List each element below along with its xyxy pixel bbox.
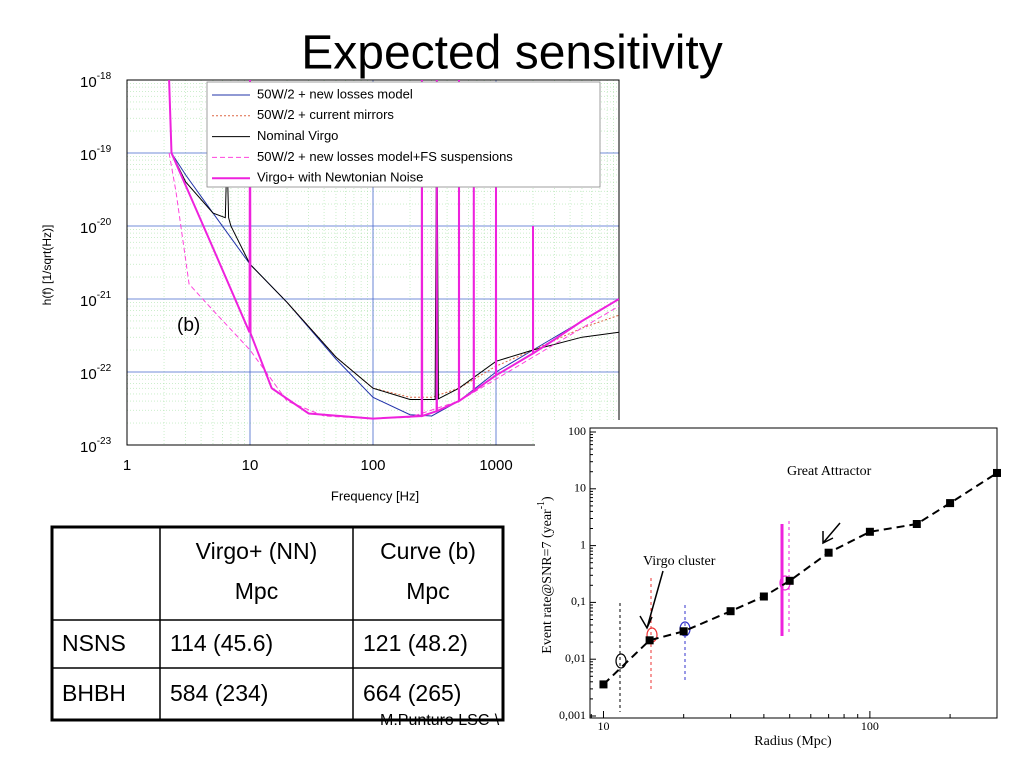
legend-label: Nominal Virgo (257, 128, 338, 143)
tick-exponent: -18 (97, 71, 112, 82)
event-rate-chart: 10 100 0,001 0,01 0,1 1 10 100 Virgo cluster Grea… (535, 420, 1015, 765)
x-axis-label: Frequency [Hz] (331, 488, 419, 503)
legend-label: 50W/2 + new losses model+FS suspensions (257, 149, 513, 164)
data-point (599, 680, 608, 689)
y-tick-label: 10-23 (80, 436, 112, 456)
annotation-arrow (822, 522, 841, 545)
column-unit: Mpc (406, 578, 449, 604)
y-tick-label: 10-21 (80, 290, 112, 310)
legend-label: Virgo+ with Newtonian Noise (257, 170, 423, 185)
table-cell: 664 (265) (363, 680, 461, 706)
y-tick-label: 10-18 (80, 71, 112, 91)
x-tick-label: 10 (242, 457, 259, 474)
data-point (679, 627, 688, 636)
tick-base: 10 (80, 439, 97, 456)
tick-base: 10 (80, 293, 97, 310)
data-point (785, 576, 794, 585)
tick-exponent: -20 (97, 217, 112, 228)
data-point (726, 607, 735, 616)
y-tick-label: 10-19 (80, 144, 112, 164)
y-tick-label: 1 (580, 537, 586, 551)
table-cell: 114 (45.6) (170, 630, 273, 656)
y-axis-label: Event rate@SNR=7 (year-1) (536, 496, 555, 654)
y-tick-label: 100 (568, 424, 586, 438)
data-point (993, 468, 1001, 477)
data-point (824, 548, 833, 557)
range-table: Virgo+ (NN) Mpc Curve (b) Mpc NSNS 114 (45.6)… (50, 525, 505, 722)
y-tick-label: 10-20 (80, 217, 112, 237)
highlight-circle (615, 653, 627, 669)
tick-base: 10 (80, 366, 97, 383)
column-unit: Mpc (235, 578, 278, 604)
chart-background (535, 420, 1015, 765)
series-group (168, 80, 619, 420)
tick-base: 10 (80, 147, 97, 164)
x-tick-label: 100 (861, 719, 879, 733)
table-cell: BHBH (62, 680, 126, 706)
label-text: ) (540, 496, 555, 501)
footer: M.Punturo LSC-\ (380, 712, 500, 729)
column-header: Curve (b) (380, 538, 476, 564)
legend-label: 50W/2 + new losses model (257, 86, 413, 101)
y-tick-label: 0,1 (571, 594, 586, 608)
x-tick-label: 1 (123, 457, 131, 474)
y-tick-label: 10-22 (80, 363, 112, 383)
y-tick-label: 0,01 (565, 651, 586, 665)
data-point (759, 592, 768, 601)
tick-exponent: -19 (97, 144, 112, 155)
table-cell: 584 (234) (170, 680, 268, 706)
legend-label: 50W/2 + current mirrors (257, 107, 394, 122)
data-point (865, 527, 874, 536)
tick-exponent: -21 (97, 290, 112, 301)
series-line (168, 80, 619, 420)
tick-base: 10 (80, 74, 97, 91)
annotation: (b) (177, 315, 200, 336)
series-line (602, 472, 998, 686)
tick-exponent: -22 (97, 363, 112, 374)
y-tick-label: 10 (574, 481, 586, 495)
sensitivity-chart: 1 10 100 100010-2310-2210-2110-2010-1910-18… (40, 71, 620, 503)
annotation: Virgo cluster (643, 554, 716, 569)
table-frame (50, 525, 505, 722)
annotation: Great Attractor (787, 464, 872, 479)
data-point (645, 636, 654, 645)
y-axis-label: h(f) [1/sqrt(Hz)] (40, 225, 54, 306)
data-point (912, 520, 921, 529)
plot-frame (126, 79, 620, 446)
data-point (946, 499, 955, 508)
annotation-arrow (639, 570, 664, 630)
column-header: Virgo+ (NN) (196, 538, 318, 564)
series-line (286, 301, 619, 398)
slide-title: Expected sensitivity (301, 27, 723, 80)
tick-base: 10 (80, 220, 97, 237)
plot-frame (589, 427, 998, 719)
tick-exponent: -23 (97, 436, 112, 447)
table-cell: NSNS (62, 630, 126, 656)
series-line (168, 152, 619, 420)
y-tick-label: 0,001 (559, 708, 586, 722)
label-exponent: -1 (536, 501, 547, 509)
x-tick-label: 10 (597, 719, 609, 733)
legend-box (206, 81, 601, 188)
series-line (168, 80, 619, 400)
label-text: Event rate@SNR=7 (year (540, 509, 555, 654)
x-axis-label: Radius (Mpc) (754, 734, 832, 749)
series-line (168, 80, 619, 417)
x-tick-label: 1000 (479, 457, 512, 474)
x-tick-label: 100 (360, 457, 385, 474)
table-cell: 121 (48.2) (363, 630, 468, 656)
